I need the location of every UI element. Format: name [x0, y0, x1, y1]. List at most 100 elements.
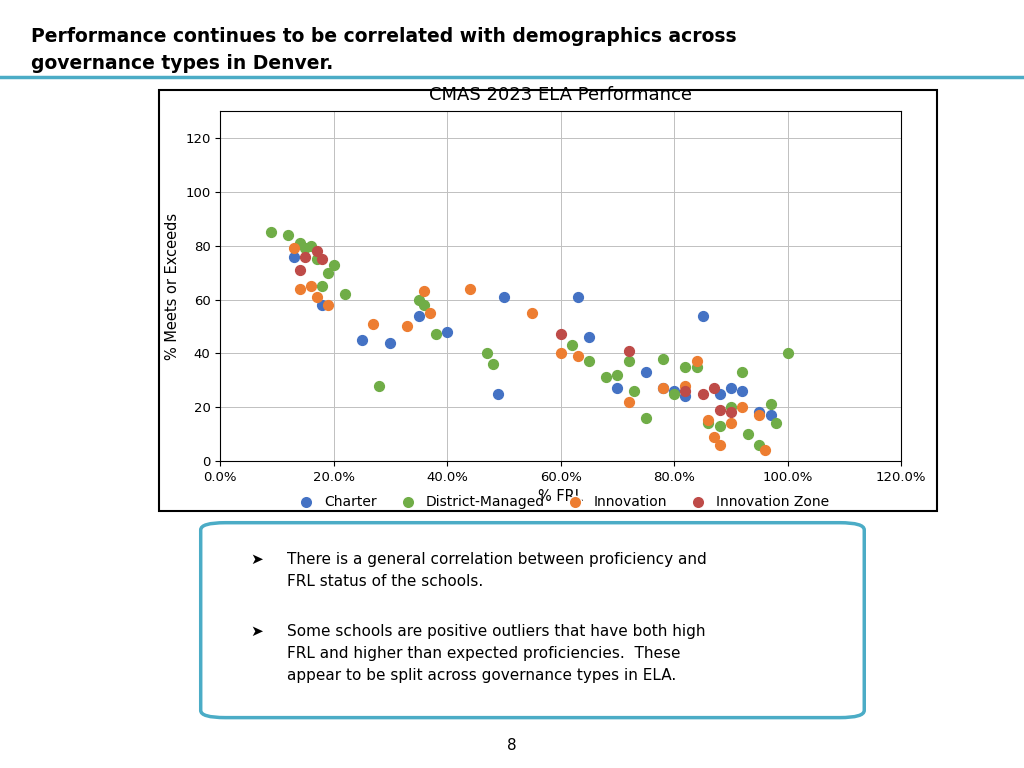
Innovation [416, 285, 432, 297]
Charter [314, 299, 331, 311]
Charter [654, 382, 671, 395]
Charter [354, 333, 371, 346]
Innovation Zone [706, 382, 722, 395]
Text: ➤: ➤ [250, 624, 262, 639]
Y-axis label: % Meets or Exceeds: % Meets or Exceeds [165, 213, 179, 359]
Innovation [303, 280, 319, 293]
Innovation Zone [723, 406, 739, 419]
Title: CMAS 2023 ELA Performance: CMAS 2023 ELA Performance [429, 86, 692, 104]
District-Managed [598, 372, 614, 384]
Innovation [654, 382, 671, 395]
District-Managed [416, 299, 432, 311]
District-Managed [734, 366, 751, 378]
District-Managed [263, 226, 280, 238]
FancyBboxPatch shape [201, 523, 864, 717]
Innovation [308, 291, 325, 303]
District-Managed [411, 293, 427, 306]
District-Managed [700, 417, 717, 429]
Charter [677, 390, 693, 402]
Innovation Zone [712, 404, 728, 416]
Innovation Zone [677, 385, 693, 397]
Innovation [706, 430, 722, 442]
District-Managed [303, 240, 319, 252]
Charter [382, 336, 398, 349]
Text: governance types in Denver.: governance types in Denver. [31, 54, 333, 73]
Innovation Zone [314, 253, 331, 266]
District-Managed [768, 417, 784, 429]
Charter [694, 310, 711, 322]
Innovation [712, 439, 728, 451]
Innovation [462, 283, 478, 295]
District-Managed [627, 385, 643, 397]
District-Managed [564, 339, 581, 352]
Charter [712, 387, 728, 399]
District-Managed [666, 387, 682, 399]
Innovation Zone [553, 329, 569, 341]
District-Managed [621, 355, 637, 367]
District-Managed [779, 347, 796, 359]
Innovation [751, 409, 767, 421]
Innovation [734, 401, 751, 413]
Innovation [319, 299, 336, 311]
Charter [581, 331, 597, 343]
District-Managed [337, 288, 353, 300]
Innovation Zone [694, 387, 711, 399]
Charter [411, 310, 427, 322]
Innovation [553, 347, 569, 359]
Charter [569, 291, 586, 303]
Innovation [399, 320, 416, 333]
Charter [490, 387, 507, 399]
District-Managed [371, 379, 387, 392]
District-Managed [723, 401, 739, 413]
X-axis label: % FRL: % FRL [539, 489, 583, 504]
Charter [638, 366, 654, 378]
Innovation [677, 379, 693, 392]
District-Managed [739, 428, 756, 440]
Charter [439, 326, 456, 338]
District-Managed [280, 229, 297, 241]
Innovation Zone [308, 245, 325, 257]
Charter [286, 250, 302, 263]
Charter [751, 406, 767, 419]
Innovation [366, 318, 382, 330]
Innovation [621, 396, 637, 408]
Innovation [723, 417, 739, 429]
District-Managed [292, 237, 308, 249]
District-Managed [297, 243, 313, 255]
District-Managed [712, 419, 728, 432]
District-Managed [326, 258, 342, 271]
Charter [763, 409, 779, 421]
Innovation [757, 444, 773, 456]
Innovation Zone [621, 344, 637, 356]
Innovation [524, 306, 541, 319]
District-Managed [314, 280, 331, 293]
District-Managed [581, 355, 597, 367]
District-Managed [609, 369, 626, 381]
Innovation Zone [297, 250, 313, 263]
Innovation [292, 283, 308, 295]
District-Managed [654, 353, 671, 365]
District-Managed [308, 253, 325, 266]
Innovation [688, 355, 705, 367]
District-Managed [751, 439, 767, 451]
District-Managed [677, 361, 693, 373]
Legend: Charter, District-Managed, Innovation, Innovation Zone: Charter, District-Managed, Innovation, I… [287, 490, 835, 515]
District-Managed [484, 358, 501, 370]
Innovation [700, 415, 717, 427]
Text: 8: 8 [507, 737, 517, 753]
Charter [734, 385, 751, 397]
Charter [723, 382, 739, 395]
Text: Some schools are positive outliers that have both high
FRL and higher than expec: Some schools are positive outliers that … [287, 624, 706, 684]
Charter [609, 382, 626, 395]
Innovation [569, 350, 586, 362]
Innovation Zone [292, 264, 308, 276]
Innovation [422, 306, 438, 319]
District-Managed [638, 412, 654, 424]
District-Managed [688, 361, 705, 373]
Charter [666, 385, 682, 397]
District-Managed [478, 347, 495, 359]
Text: Performance continues to be correlated with demographics across: Performance continues to be correlated w… [31, 27, 736, 46]
Text: ➤: ➤ [250, 551, 262, 567]
Innovation [286, 243, 302, 255]
Text: There is a general correlation between proficiency and
FRL status of the schools: There is a general correlation between p… [287, 551, 707, 589]
